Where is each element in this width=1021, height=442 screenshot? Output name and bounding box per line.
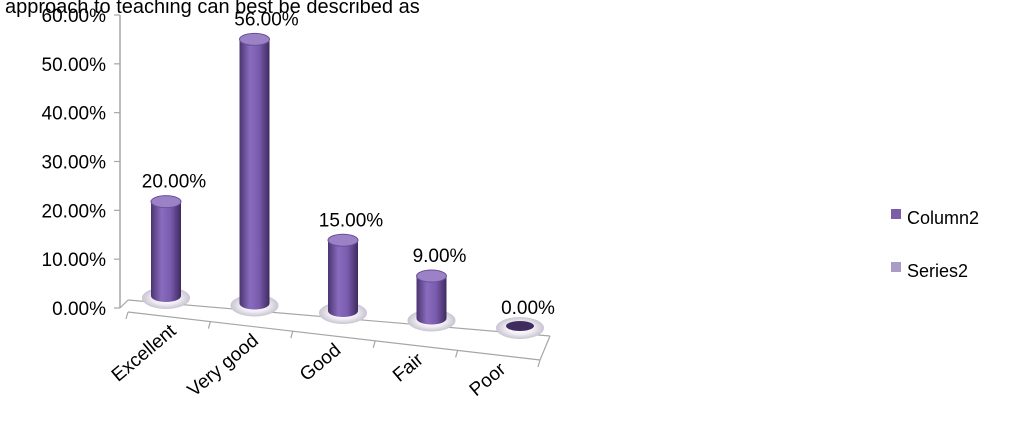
bar-top bbox=[150, 195, 182, 209]
bar-very-good bbox=[230, 32, 279, 317]
x-tick-mark bbox=[455, 350, 459, 358]
x-tick-mark bbox=[207, 321, 211, 329]
data-label: 9.00% bbox=[413, 246, 467, 267]
x-category-label: Very good bbox=[184, 330, 263, 401]
y-tick-label: 30.00% bbox=[42, 153, 107, 174]
floor-right-edge bbox=[539, 335, 551, 361]
data-label: 56.00% bbox=[234, 9, 299, 30]
x-axis-ticks: Excellent Very good Good Fair Poor bbox=[108, 311, 541, 401]
y-tick-label: 20.00% bbox=[42, 201, 107, 222]
y-tick-label: 40.00% bbox=[42, 104, 107, 125]
data-label: 20.00% bbox=[142, 172, 207, 193]
x-category-label: Poor bbox=[466, 359, 511, 401]
legend-label-series2: Series2 bbox=[907, 261, 968, 281]
bar-body bbox=[328, 240, 358, 317]
y-axis-ticks: 0.00% 10.00% 20.00% 30.00% 40.00% 50.00% 60.00… bbox=[42, 6, 120, 320]
x-tick-mark bbox=[372, 340, 376, 348]
bar-top bbox=[506, 321, 534, 331]
x-tick-mark bbox=[537, 359, 541, 368]
x-axis-line bbox=[127, 311, 541, 361]
floor-left-edge bbox=[119, 299, 129, 309]
bar-excellent bbox=[142, 195, 190, 309]
y-tick-label: 60.00% bbox=[42, 6, 107, 27]
y-tick-label: 0.00% bbox=[52, 299, 106, 320]
bar-top bbox=[416, 269, 447, 283]
legend-label-column2: Column2 bbox=[907, 208, 979, 228]
bar-body bbox=[239, 39, 270, 310]
x-category-label: Excellent bbox=[108, 320, 181, 386]
data-label: 15.00% bbox=[319, 210, 384, 231]
x-category-label: Good bbox=[296, 340, 345, 386]
legend-swatch-column2 bbox=[891, 209, 901, 219]
bar-poor bbox=[496, 317, 544, 339]
x-tick-mark bbox=[290, 331, 294, 339]
bar-fair bbox=[407, 269, 456, 332]
bar-top bbox=[239, 32, 270, 46]
bar-top bbox=[327, 233, 359, 247]
bar-body bbox=[151, 201, 181, 302]
x-category-label: Fair bbox=[389, 349, 428, 387]
y-tick-label: 10.00% bbox=[42, 250, 107, 271]
y-tick-label: 50.00% bbox=[42, 55, 107, 76]
data-label: 0.00% bbox=[501, 298, 555, 319]
chart-bars: 20.00% 56.00% 15.00% 9.00% 0.00% bbox=[142, 9, 555, 339]
x-tick-mark bbox=[125, 311, 129, 320]
legend-swatch-series2 bbox=[891, 262, 901, 272]
legend: Column2 Series2 bbox=[891, 208, 979, 281]
chart-title: approach to teaching can best be describ… bbox=[5, 0, 420, 18]
bar-body bbox=[416, 276, 447, 325]
bar-good bbox=[319, 233, 367, 324]
